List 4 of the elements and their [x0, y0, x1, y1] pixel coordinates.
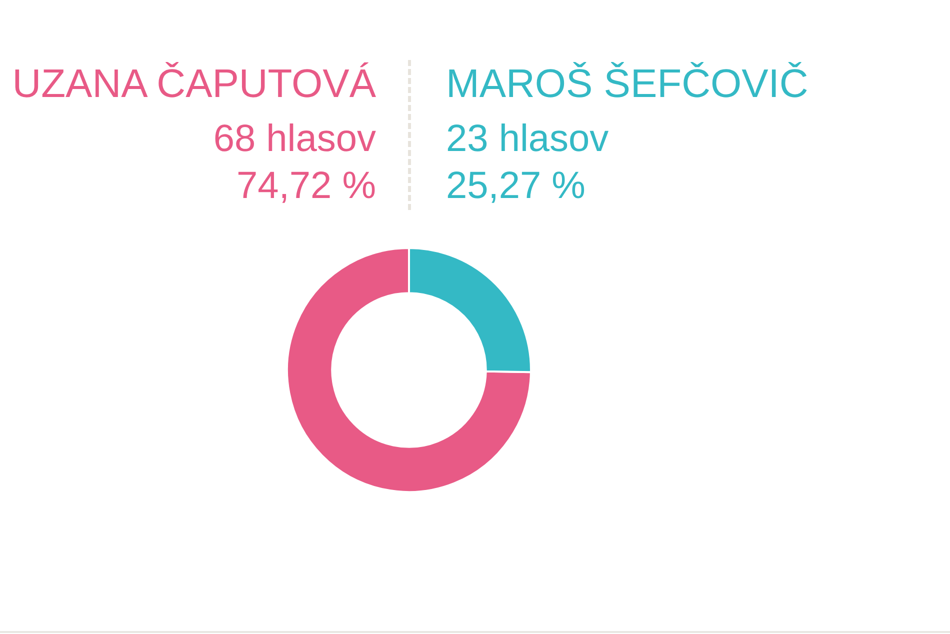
data-label: 68 hlasov 74,72 % [212, 117, 376, 209]
slice-label: UZANA ČAPUTOVÁ [12, 62, 376, 106]
data-label: 23 hlasov 25,27 % [446, 117, 610, 209]
slice-label: MAROŠ ŠEFČOVIČ [446, 62, 808, 106]
